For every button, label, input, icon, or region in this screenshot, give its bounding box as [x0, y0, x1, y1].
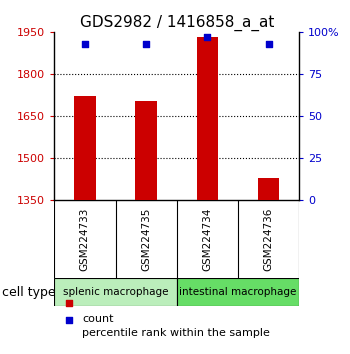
Bar [74, 96, 96, 200]
Point [66, 318, 71, 323]
Point [204, 34, 210, 40]
Point [66, 300, 71, 306]
Text: GSM224735: GSM224735 [141, 207, 151, 271]
Point [266, 41, 272, 46]
Text: cell type: cell type [2, 286, 55, 298]
Point [144, 41, 149, 46]
Text: GSM224736: GSM224736 [264, 207, 274, 271]
Bar [197, 38, 218, 200]
Bar [177, 278, 299, 306]
Text: intestinal macrophage: intestinal macrophage [179, 287, 297, 297]
Bar [258, 178, 279, 200]
Title: GDS2982 / 1416858_a_at: GDS2982 / 1416858_a_at [79, 14, 274, 30]
Text: percentile rank within the sample: percentile rank within the sample [82, 328, 270, 338]
Text: GSM224733: GSM224733 [80, 207, 90, 271]
Bar [54, 278, 177, 306]
Point [82, 41, 88, 46]
Text: GSM224734: GSM224734 [202, 207, 212, 271]
Bar [135, 101, 157, 200]
Text: count: count [82, 314, 114, 324]
Text: splenic macrophage: splenic macrophage [63, 287, 168, 297]
